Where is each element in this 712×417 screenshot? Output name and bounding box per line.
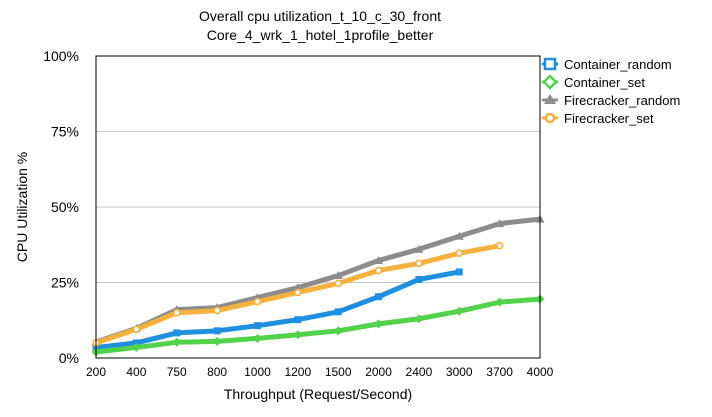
legend-marker-container-random bbox=[543, 57, 557, 71]
data-point-firecracker-random bbox=[293, 283, 303, 292]
data-point-firecracker-set bbox=[334, 279, 342, 288]
x-tick-label: 2000 bbox=[365, 365, 392, 379]
data-point-container-set bbox=[414, 314, 424, 324]
x-tick-label: 1200 bbox=[284, 365, 311, 379]
data-point-container-random bbox=[253, 322, 261, 330]
x-tick-label: 3700 bbox=[486, 365, 513, 379]
x-tick-label: 400 bbox=[126, 365, 146, 379]
y-tick-label: 100% bbox=[43, 48, 79, 64]
data-point-container-set bbox=[212, 336, 222, 346]
x-axis-ticks: 200 400 750 800 1000 1200 1500 2000 2400 3000 3700… bbox=[86, 365, 554, 379]
data-point-firecracker-set bbox=[213, 306, 221, 315]
data-point-container-random bbox=[132, 339, 140, 347]
data-point-firecracker-set bbox=[294, 288, 302, 297]
data-point-firecracker-random bbox=[495, 219, 505, 228]
data-point-container-set bbox=[131, 342, 141, 352]
legend-marker-container-set bbox=[542, 74, 558, 90]
series-layer bbox=[91, 214, 545, 357]
y-tick-label: 0% bbox=[59, 350, 79, 366]
chart-title-line1: Overall cpu utilization_t_10_c_30_front bbox=[199, 8, 441, 24]
x-tick-label: 1500 bbox=[325, 365, 352, 379]
data-point-container-set bbox=[454, 306, 464, 316]
y-axis-ticks: 0% 25% 50% 75% 100% bbox=[43, 48, 79, 366]
series-line-firecracker-random bbox=[93, 216, 543, 345]
data-point-firecracker-set bbox=[374, 266, 383, 275]
data-point-container-random bbox=[455, 268, 463, 276]
legend-label-container-set: Container_set bbox=[564, 75, 645, 90]
legend-label-firecracker-random: Firecracker_random bbox=[564, 93, 680, 108]
data-point-container-random bbox=[213, 327, 221, 335]
data-point-firecracker-random bbox=[374, 255, 384, 264]
data-point-container-set bbox=[374, 319, 384, 329]
data-point-firecracker-random bbox=[333, 271, 343, 280]
x-tick-label: 4000 bbox=[527, 365, 554, 379]
plot-frame bbox=[95, 55, 541, 359]
series-line-container-set bbox=[93, 296, 543, 355]
data-point-container-set bbox=[495, 297, 505, 307]
legend-marker-firecracker-random bbox=[544, 94, 556, 104]
data-point-firecracker-set bbox=[495, 241, 504, 250]
data-point-container-set bbox=[172, 337, 182, 347]
legend-label-firecracker-set: Firecracker_set bbox=[564, 111, 654, 126]
data-point-firecracker-random bbox=[414, 244, 424, 253]
data-point-container-random bbox=[173, 329, 181, 337]
data-point-container-set bbox=[252, 333, 262, 343]
data-point-firecracker-set bbox=[253, 297, 262, 306]
legend-marker-firecracker-set bbox=[544, 112, 556, 124]
chart-title-line2: Core_4_wrk_1_hotel_1profile_better bbox=[207, 27, 434, 43]
y-tick-label: 50% bbox=[51, 199, 79, 215]
x-tick-label: 800 bbox=[207, 365, 227, 379]
x-axis-label: Throughput (Request/Second) bbox=[224, 386, 412, 402]
data-point-container-set bbox=[293, 330, 303, 340]
legend-label-container-random: Container_random bbox=[564, 57, 672, 72]
x-tick-label: 200 bbox=[86, 365, 106, 379]
y-axis-label: CPU Utilization % bbox=[14, 152, 30, 262]
data-point-firecracker-set bbox=[415, 259, 423, 268]
legend: Container_random Container_set Firecracker… bbox=[542, 57, 680, 126]
x-tick-label: 2400 bbox=[406, 365, 433, 379]
x-tick-label: 3000 bbox=[446, 365, 473, 379]
data-point-firecracker-set bbox=[455, 249, 464, 258]
y-tick-label: 75% bbox=[51, 124, 79, 140]
data-point-firecracker-set bbox=[132, 325, 141, 334]
data-point-firecracker-random bbox=[454, 231, 464, 240]
x-tick-label: 750 bbox=[167, 365, 187, 379]
series-line-container-random bbox=[93, 269, 462, 350]
x-tick-label: 1000 bbox=[244, 365, 271, 379]
data-point-container-random bbox=[334, 308, 342, 316]
data-point-firecracker-set bbox=[172, 308, 181, 317]
data-point-container-random bbox=[294, 316, 302, 324]
data-point-container-random bbox=[415, 275, 423, 283]
data-point-container-set bbox=[333, 326, 343, 336]
y-tick-label: 25% bbox=[51, 275, 79, 291]
grid bbox=[96, 131, 540, 283]
data-point-container-random bbox=[375, 293, 383, 301]
